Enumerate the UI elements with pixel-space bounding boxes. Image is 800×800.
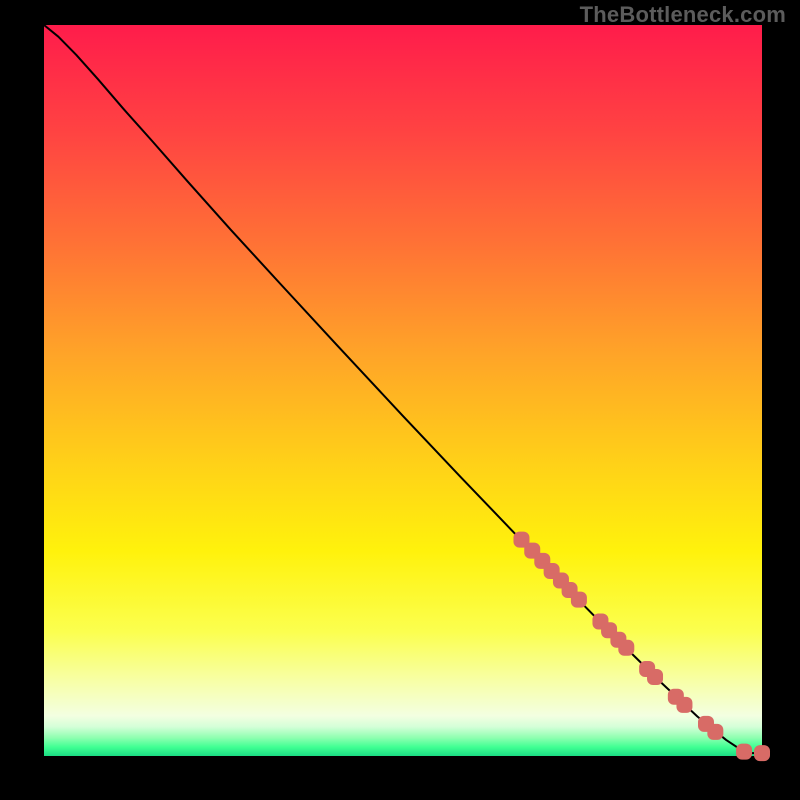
data-marker — [647, 669, 663, 685]
data-marker — [676, 697, 692, 713]
bottleneck-chart — [0, 0, 800, 800]
data-marker — [736, 744, 752, 760]
data-marker — [618, 640, 634, 656]
data-marker — [707, 724, 723, 740]
data-marker — [571, 592, 587, 608]
plot-background — [44, 25, 762, 756]
chart-stage: TheBottleneck.com — [0, 0, 800, 800]
data-marker — [754, 745, 770, 761]
